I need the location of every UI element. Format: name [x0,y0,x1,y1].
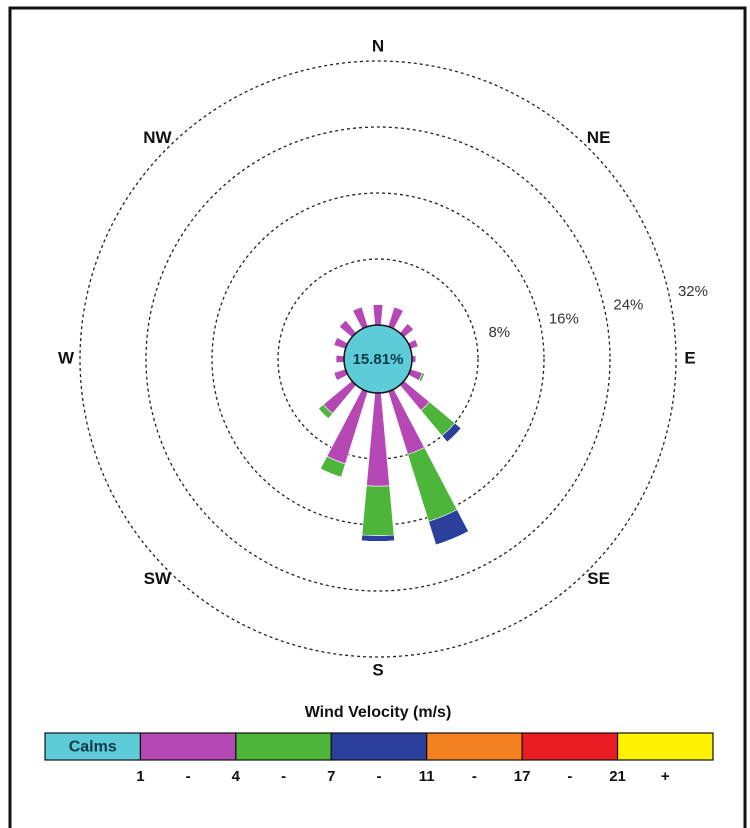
ring-label: 24% [613,297,643,314]
legend-edge: 1 [136,768,144,785]
petal-segment [407,323,414,330]
legend-swatch [330,732,428,761]
petals [317,304,469,546]
legend-separator: - [281,768,286,785]
petal-segment [407,447,458,522]
ring [79,60,677,658]
frame [8,6,747,828]
petal-segment [435,531,469,546]
direction-label: E [684,348,695,367]
legend-swatch [521,732,619,761]
legend-separator: - [186,768,191,785]
direction-label: SW [144,569,172,588]
legend-plus: + [661,768,670,785]
petal-segment [361,540,395,542]
legend-calm [44,732,142,761]
petal-segment [372,304,384,326]
rings: 8% 16% 24% 32% N NE E SE S SW W NW [58,36,708,679]
petal-segment [322,380,357,415]
petal-segment [352,306,369,330]
legend-separator: - [472,768,477,785]
direction-label: NW [143,128,172,147]
legend-edge: 4 [232,768,241,785]
ring-label: 8% [488,324,510,341]
direction-label: S [372,660,383,679]
petal-segment [361,534,395,542]
petal-segment [361,485,395,537]
legend-swatch [426,732,523,761]
legend-calm-label: Calms [69,739,117,756]
calm-circle [343,324,413,394]
ring-label: 32% [678,283,708,300]
legend-swatch [139,732,237,761]
legend: Calms 1 - 4 - 7 - 11 - 17 - 21 + [44,732,714,785]
direction-label: N [372,36,384,55]
legend-edge: 11 [419,768,435,785]
direction-label: NE [587,128,611,147]
legend-swatch [235,732,332,761]
legend-separator: - [567,768,572,785]
legend-edge: 7 [327,768,335,785]
legend-separator: - [377,768,382,785]
calm-label: 15.81% [353,351,404,368]
ring [145,126,611,592]
calm-group: 15.81% [343,324,413,394]
direction-label: SE [587,569,610,588]
direction-label: W [58,348,75,367]
legend-edge: 17 [514,768,531,785]
petal-segment [333,372,338,381]
petal-segment [394,306,404,311]
petal-segment [366,392,390,487]
ring-label: 16% [549,310,579,327]
legend-title: Wind Velocity (m/s) [305,704,452,721]
petal-segment [318,408,329,419]
petal-segment [335,354,345,364]
petal-segment [387,306,404,330]
petal-segment [338,319,346,327]
petal-segment [399,380,430,411]
legend-swatch [616,732,714,761]
legend-edge: 21 [609,768,626,785]
